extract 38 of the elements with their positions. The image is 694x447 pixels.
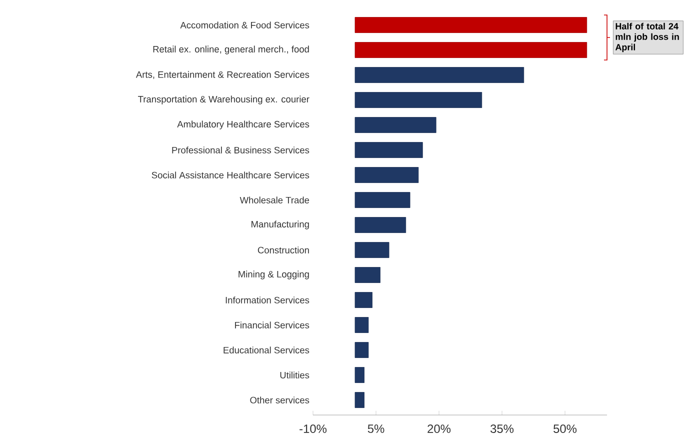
y-tick-label: Mining & Logging — [238, 270, 309, 280]
bar — [354, 292, 372, 308]
bar — [354, 217, 406, 233]
y-tick-label: Wholesale Trade — [240, 196, 310, 204]
y-tick-label: Utilities — [280, 372, 310, 378]
x-tick-label: -10% — [300, 424, 327, 433]
y-tick-label: Educational Services — [224, 346, 310, 354]
y-tick-label: Arts, Entertainment & Recreation Services — [136, 71, 310, 79]
y-tick-label: Construction — [258, 246, 309, 254]
y-tick-label: Professional & Business Services — [172, 146, 310, 154]
bar — [354, 192, 410, 208]
y-tick-label: Manufacturing — [252, 220, 309, 230]
bar — [354, 42, 588, 58]
y-tick-label: Social Assistance Healthcare Services — [152, 172, 310, 178]
x-tick-label: 35% — [490, 424, 514, 433]
y-tick-label: Retail ex. online, general merch., food — [153, 46, 309, 54]
y-tick-label: Financial Services — [235, 322, 310, 328]
bar — [354, 92, 482, 108]
y-tick-label: Information Services — [226, 296, 310, 304]
bar — [354, 367, 364, 383]
y-tick-label: Other services — [250, 396, 310, 404]
bar — [354, 117, 436, 133]
x-tick-label: 20% — [428, 424, 451, 433]
bar — [354, 317, 369, 333]
bar — [354, 267, 380, 283]
x-tick-label: 5% — [368, 424, 384, 433]
text: Half of total 24 mln job loss in April — [615, 22, 679, 52]
y-tick-label: Ambulatory Healthcare Services — [177, 120, 310, 130]
y-tick-label: Transportation & Warehousing ex. courier — [138, 96, 310, 104]
bar — [354, 242, 390, 258]
bar — [354, 142, 423, 158]
bar — [354, 17, 588, 33]
bar — [354, 67, 524, 83]
bar — [354, 392, 364, 408]
y-tick-label: Accomodation & Food Services — [180, 22, 310, 28]
x-tick-label: 50% — [554, 424, 577, 433]
bar — [354, 167, 419, 183]
bar — [354, 342, 369, 358]
